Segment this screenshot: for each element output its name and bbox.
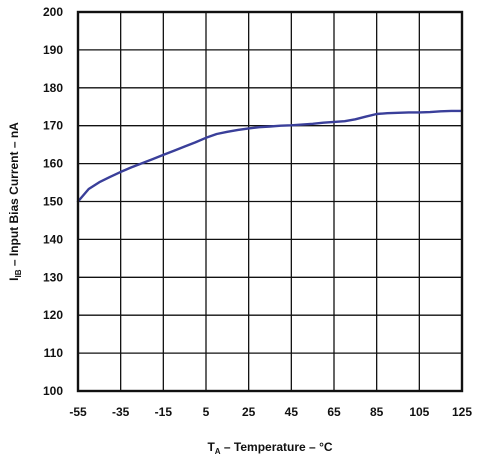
series-layer xyxy=(76,109,464,203)
x-axis-title-subscript: A xyxy=(215,447,221,456)
y-tick-label: 170 xyxy=(43,119,63,133)
plot-frame xyxy=(76,10,464,393)
x-tick-label: 85 xyxy=(370,405,384,419)
y-tick-label: 130 xyxy=(43,270,63,284)
x-tick-label: 65 xyxy=(327,405,341,419)
y-axis-title-rest: – Input Bias Current – nA xyxy=(7,122,21,270)
y-tick-label: 110 xyxy=(44,346,64,360)
x-tick-label: 105 xyxy=(409,405,429,419)
y-axis-title-main: I xyxy=(7,278,21,281)
x-tick-label: 5 xyxy=(203,405,210,419)
y-tick-labels: 100 110 120 130 140 150 160 170 180 190 200 xyxy=(43,5,63,398)
x-tick-label: -55 xyxy=(69,405,87,419)
x-tick-label: 25 xyxy=(242,405,256,419)
x-tick-label: 125 xyxy=(452,405,472,419)
x-axis-title: TA – Temperature – °C xyxy=(207,440,332,456)
y-tick-label: 100 xyxy=(43,384,63,398)
grid-lines xyxy=(78,12,462,391)
x-tick-label: 45 xyxy=(285,405,299,419)
x-tick-labels: -55 -35 -15 5 25 45 65 85 105 125 xyxy=(69,405,472,419)
y-tick-label: 180 xyxy=(43,81,63,95)
y-axis-title: IIB – Input Bias Current – nA xyxy=(7,122,23,281)
y-tick-label: 190 xyxy=(43,43,63,57)
series-line-0 xyxy=(76,109,464,203)
x-axis-title-main: T xyxy=(207,440,215,454)
x-tick-label: -35 xyxy=(112,405,130,419)
x-tick-label: -15 xyxy=(155,405,173,419)
y-tick-label: 200 xyxy=(43,5,63,19)
y-tick-label: 120 xyxy=(43,308,63,322)
y-tick-label: 140 xyxy=(43,232,63,246)
y-axis-title-subscript: IB xyxy=(14,269,23,277)
x-axis-title-rest: – Temperature – °C xyxy=(221,440,333,454)
y-tick-label: 150 xyxy=(43,195,63,209)
y-tick-label: 160 xyxy=(43,157,63,171)
